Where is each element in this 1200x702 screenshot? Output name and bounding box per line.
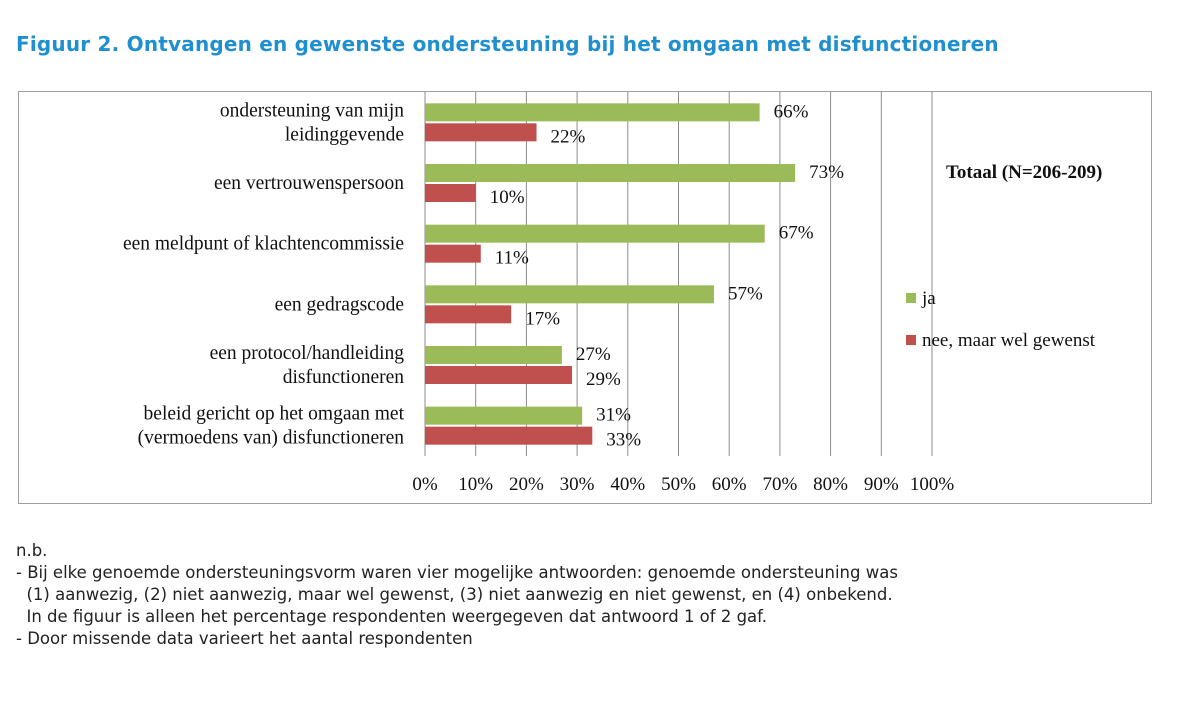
bar-nee bbox=[425, 123, 537, 142]
data-label: 67% bbox=[779, 223, 814, 244]
bar-ja bbox=[425, 103, 760, 122]
x-tick-label: 0% bbox=[412, 474, 438, 495]
category-label: (vermoedens van) disfunctioneren bbox=[138, 428, 405, 449]
bar-ja bbox=[425, 346, 562, 364]
note-line-2: (1) aanwezig, (2) niet aanwezig, maar we… bbox=[16, 585, 893, 604]
data-label: 33% bbox=[606, 430, 641, 451]
note-line-3: In de figuur is alleen het percentage re… bbox=[16, 607, 768, 626]
chart-subtitle: Totaal (N=206-209) bbox=[946, 162, 1102, 183]
x-tick-label: 80% bbox=[813, 474, 848, 495]
x-tick-label: 90% bbox=[864, 474, 899, 495]
bar-nee bbox=[425, 426, 593, 445]
x-tick-label: 60% bbox=[712, 474, 747, 495]
category-label: een gedragscode bbox=[275, 294, 404, 315]
x-tick-label: 40% bbox=[610, 474, 645, 495]
x-tick-label: 70% bbox=[762, 474, 797, 495]
bar-ja bbox=[425, 285, 714, 304]
data-label: 66% bbox=[774, 101, 809, 122]
x-tick-label: 20% bbox=[509, 474, 544, 495]
legend-label: ja bbox=[921, 288, 936, 309]
data-label: 10% bbox=[490, 187, 525, 208]
legend-swatch bbox=[906, 293, 916, 303]
figure-title: Figuur 2. Ontvangen en gewenste onderste… bbox=[16, 32, 999, 56]
category-label: een protocol/handleiding bbox=[210, 343, 405, 364]
category-label: ondersteuning van mijn bbox=[220, 100, 404, 121]
category-label: disfunctioneren bbox=[283, 367, 405, 388]
data-label: 22% bbox=[551, 126, 586, 147]
category-label: een meldpunt of klachtencommissie bbox=[123, 234, 404, 255]
category-label: beleid gericht op het omgaan met bbox=[144, 404, 405, 425]
legend-label: nee, maar wel gewenst bbox=[922, 330, 1096, 351]
bar-ja bbox=[425, 224, 765, 243]
data-label: 57% bbox=[728, 283, 763, 304]
bar-nee bbox=[425, 366, 573, 384]
data-label: 29% bbox=[586, 369, 621, 390]
data-label: 27% bbox=[576, 344, 611, 365]
data-label: 17% bbox=[525, 308, 560, 329]
category-label: leidinggevende bbox=[285, 124, 404, 145]
data-label: 11% bbox=[495, 248, 529, 269]
bar-ja bbox=[425, 164, 796, 182]
note-line-1: - Bij elke genoemde ondersteuningsvorm w… bbox=[16, 563, 898, 582]
bar-ja bbox=[425, 406, 583, 425]
x-tick-label: 10% bbox=[458, 474, 493, 495]
bar-chart: 0% 10% 20% 30% 40% 50% 60% 70% 80% 90% 100% 66% 22% o… bbox=[123, 92, 1102, 495]
bar-nee bbox=[425, 305, 512, 324]
data-label: 31% bbox=[596, 405, 631, 426]
legend-swatch bbox=[906, 335, 916, 345]
note-line-4: - Door missende data varieert het aantal… bbox=[16, 629, 473, 648]
data-label: 73% bbox=[809, 162, 844, 183]
bar-nee bbox=[425, 244, 481, 263]
footnotes: n.b. - Bij elke genoemde ondersteuningsv… bbox=[16, 540, 898, 650]
category-label: een vertrouwenspersoon bbox=[214, 173, 404, 194]
x-tick-label: 100% bbox=[910, 474, 955, 495]
x-tick-label: 30% bbox=[560, 474, 595, 495]
x-tick-label: 50% bbox=[661, 474, 696, 495]
chart-frame: 0% 10% 20% 30% 40% 50% 60% 70% 80% 90% 100% 66% 22% o… bbox=[18, 91, 1152, 504]
notes-heading: n.b. bbox=[16, 541, 48, 560]
bar-nee bbox=[425, 184, 476, 202]
